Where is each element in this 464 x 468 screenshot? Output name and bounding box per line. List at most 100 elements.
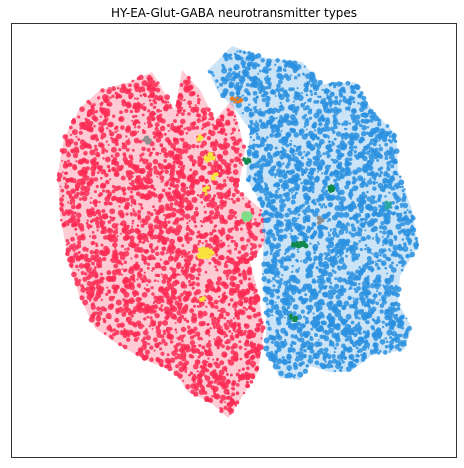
glut-point (181, 205, 185, 208)
glut-point (225, 311, 230, 317)
gaba-point (375, 237, 381, 243)
glut-point (207, 383, 213, 388)
gaba-point (332, 235, 336, 238)
glut-point (128, 154, 134, 160)
gaba-point (284, 212, 290, 218)
glut-point (209, 315, 212, 318)
gaba-point (390, 186, 395, 191)
gaba-point (385, 124, 390, 128)
glut-point (179, 166, 185, 171)
gaba-point (316, 275, 320, 279)
gaba-point (318, 122, 323, 127)
glut-point (123, 260, 128, 264)
glut-point (153, 94, 159, 101)
glut-point (253, 284, 256, 286)
glut-point (151, 322, 157, 327)
glut-point (132, 115, 136, 119)
gaba-point (309, 167, 314, 172)
glut-point (198, 354, 202, 358)
glut-point (234, 247, 238, 251)
gaba-point (388, 350, 391, 354)
glut-point (70, 217, 77, 223)
gaba-point (317, 233, 323, 239)
glut-point (231, 392, 236, 397)
glut-point (147, 109, 151, 113)
glut-point (88, 109, 93, 113)
gaba-point (358, 326, 363, 331)
glut-point (194, 206, 199, 211)
gaba-point (346, 229, 349, 232)
gaba-point (395, 313, 398, 317)
gaba-point (293, 144, 295, 147)
gaba-point (283, 188, 286, 192)
glut-point (180, 118, 186, 125)
gaba-point (252, 97, 258, 102)
gaba-point (274, 172, 278, 177)
glut-point (140, 232, 146, 239)
gaba-point (261, 94, 265, 98)
glut-point (224, 195, 229, 200)
glut-point (186, 176, 193, 182)
glut-point (126, 317, 129, 320)
glut-point (80, 270, 85, 276)
gaba-point (307, 157, 310, 161)
gaba-point (277, 79, 283, 85)
gaba-point (392, 308, 394, 310)
glut-point (195, 276, 198, 279)
glut-point (95, 184, 99, 189)
glut-point (182, 296, 189, 303)
glut-point (65, 190, 71, 196)
glut-point (217, 184, 224, 191)
gaba-point (372, 142, 377, 147)
glut-point (243, 296, 249, 303)
gaba-point (348, 157, 353, 161)
glut-point (69, 202, 73, 205)
gaba-point (296, 328, 303, 334)
glut-point (72, 152, 79, 159)
glut-point (107, 201, 112, 206)
gaba-point (300, 181, 303, 185)
gaba-point (327, 233, 332, 237)
glut-point (229, 252, 232, 255)
gaba-point (290, 334, 295, 339)
gaba-point (381, 188, 386, 193)
glut-point (91, 234, 97, 240)
gaba-point (286, 59, 293, 67)
gaba-point (272, 237, 277, 242)
glut-point (244, 348, 247, 351)
glut-point (242, 331, 247, 336)
glut-point (190, 328, 193, 331)
glut-point (180, 186, 187, 193)
glut-point (92, 103, 96, 107)
glut-point (215, 121, 222, 127)
glut-point (95, 220, 100, 226)
glut-point (108, 129, 112, 133)
gaba-point (314, 142, 319, 147)
gaba-point (360, 130, 367, 137)
glut-point (69, 133, 72, 136)
gaba-point (320, 188, 325, 193)
glut-point (158, 195, 163, 200)
glut-point (76, 191, 80, 196)
gaba-point (386, 235, 390, 239)
glut-point (99, 290, 104, 295)
glut-point (179, 148, 185, 155)
glut-point (132, 299, 136, 303)
gaba-point (312, 352, 319, 359)
gaba-point (267, 191, 273, 197)
glut-point (125, 135, 128, 138)
gaba-point (264, 238, 271, 244)
glut-point (79, 126, 83, 130)
glut-point (121, 143, 128, 150)
glut-point (134, 109, 138, 113)
glut-point (148, 324, 151, 328)
glut-point (203, 210, 207, 214)
glut-point (217, 309, 220, 313)
gaba-point (370, 119, 374, 123)
gaba-point (384, 195, 387, 198)
glut-point (175, 199, 178, 202)
glut-point (183, 268, 189, 274)
gaba-point (312, 243, 319, 250)
glut-point (149, 345, 154, 350)
glut-point (185, 232, 190, 237)
